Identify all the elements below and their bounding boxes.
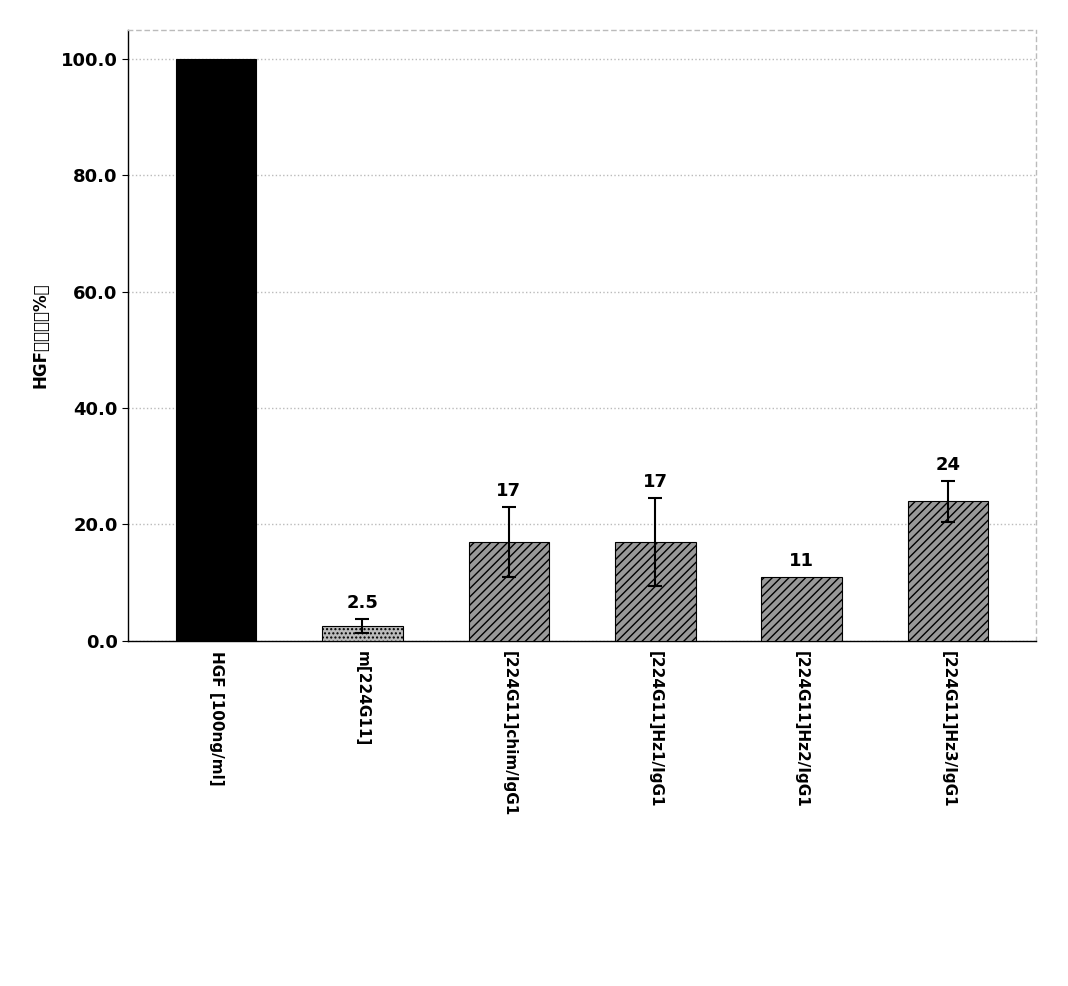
Text: 17: 17 xyxy=(643,473,668,491)
Bar xyxy=(615,542,695,641)
Text: 24: 24 xyxy=(936,456,960,474)
Bar xyxy=(469,542,549,641)
Text: 11: 11 xyxy=(789,552,814,570)
Text: 2.5: 2.5 xyxy=(346,595,378,612)
Bar xyxy=(176,59,256,641)
Text: 17: 17 xyxy=(497,482,521,500)
Bar xyxy=(761,577,842,641)
Bar xyxy=(323,626,403,641)
Y-axis label: HGF誘導活性%。: HGF誘導活性%。 xyxy=(32,282,50,388)
Bar xyxy=(908,501,988,641)
